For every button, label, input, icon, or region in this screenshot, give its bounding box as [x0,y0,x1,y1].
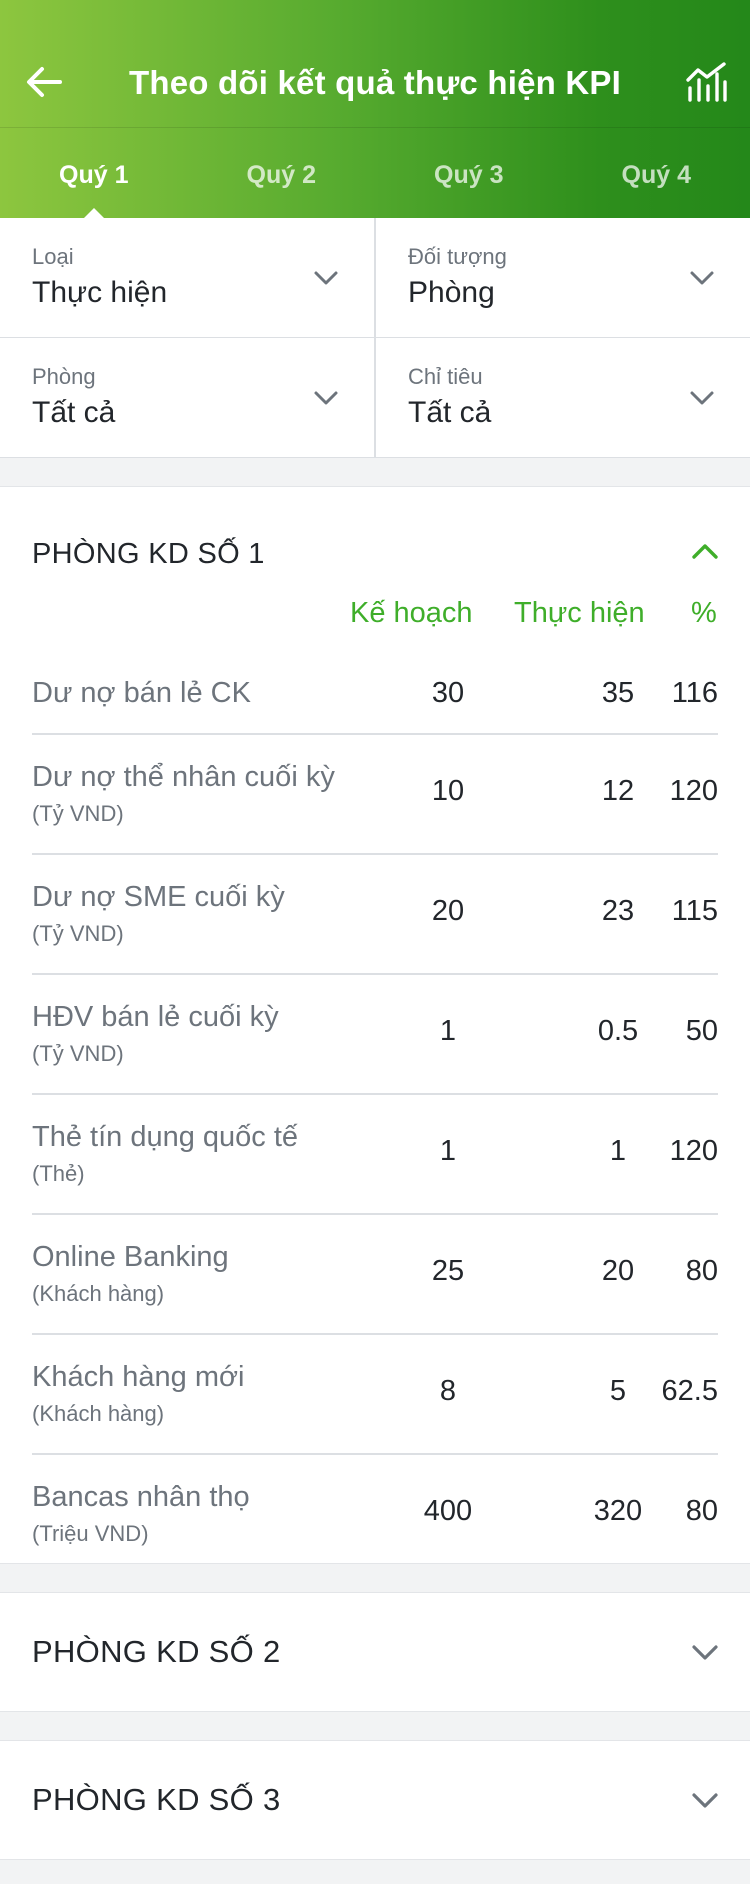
kpi-name: Online Banking [32,1241,229,1273]
kpi-percent: 120 [669,775,718,807]
kpi-percent: 116 [671,677,718,709]
target-dropdown[interactable]: Đối tượng Phòng [374,218,750,337]
kpi-plan: 10 [431,775,465,807]
kpi-actual: 23 [601,895,635,927]
kpi-row: Khách hàng mới (Khách hàng) 8 5 62.5 [32,1335,718,1455]
kpi-plan: 1 [439,1135,457,1167]
kpi-actual: 12 [601,775,635,807]
chevron-down-icon[interactable] [690,1785,720,1815]
section-department-3: PHÒNG KD SỐ 3 [0,1740,750,1860]
department-dropdown[interactable]: Phòng Tất cả [0,338,374,457]
section-department-2: PHÒNG KD SỐ 2 [0,1592,750,1712]
department-value: Tất cả [32,396,116,429]
kpi-row: Thẻ tín dụng quốc tế (Thẻ) 1 1 120 [32,1095,718,1215]
kpi-actual: 1 [609,1135,627,1167]
kpi-unit: (Tỷ VND) [32,1041,124,1066]
kpi-plan: 25 [431,1255,465,1287]
kpi-name: Thẻ tín dụng quốc tế [32,1121,299,1153]
kpi-unit: (Tỷ VND) [32,921,124,946]
kpi-actual: 5 [609,1375,627,1407]
type-dropdown[interactable]: Loại Thực hiện [0,218,374,337]
kpi-name: Khách hàng mới [32,1361,245,1393]
column-plan: Kế hoạch [350,597,473,629]
kpi-percent: 120 [669,1135,718,1167]
kpi-plan: 8 [439,1375,457,1407]
target-label: Đối tượng [408,244,507,269]
kpi-unit: (Thẻ) [32,1161,85,1186]
kpi-list: Dư nợ bán lẻ CK 30 35 116 Dư nợ thể nhân… [0,643,750,1563]
kpi-row: Online Banking (Khách hàng) 25 20 80 [32,1215,718,1335]
chevron-down-icon [312,264,340,292]
kpi-percent: 80 [685,1255,718,1287]
kpi-percent: 62.5 [661,1375,718,1407]
kpi-unit: (Khách hàng) [32,1401,165,1426]
kpi-unit: (Khách hàng) [32,1281,165,1306]
tab-quarter-2[interactable]: Quý 2 [246,161,316,189]
quarter-tabs: Quý 1 Quý 2 Quý 3 Quý 4 [0,128,750,218]
kpi-percent: 115 [671,895,718,927]
department-label: Phòng [32,364,96,389]
chevron-up-icon[interactable] [690,537,720,567]
section-header[interactable]: PHÒNG KD SỐ 1 [0,487,750,609]
indicator-label: Chỉ tiêu [408,364,483,389]
top-bar: Theo dõi kết quả thực hiện KPI [0,0,750,128]
tab-quarter-1[interactable]: Quý 1 [0,128,188,218]
kpi-name: Dư nợ bán lẻ CK [32,677,251,709]
column-percent: % [691,597,717,629]
kpi-actual: 0.5 [597,1015,639,1047]
chevron-down-icon [688,384,716,412]
kpi-percent: 80 [685,1495,718,1527]
tab-quarter-4[interactable]: Quý 4 [621,161,691,189]
kpi-name: Dư nợ thể nhân cuối kỳ [32,761,335,793]
kpi-unit: (Tỷ VND) [32,801,124,826]
kpi-percent: 50 [685,1015,718,1047]
kpi-plan: 1 [439,1015,457,1047]
arrow-left-icon[interactable] [24,62,64,102]
indicator-value: Tất cả [408,396,492,429]
section-header[interactable]: PHÒNG KD SỐ 2 [0,1593,750,1711]
section-department-1: PHÒNG KD SỐ 1 Kế hoạch Thực hiện % Dư nợ… [0,486,750,1564]
chevron-down-icon [312,384,340,412]
type-label: Loại [32,244,74,269]
kpi-plan: 20 [431,895,465,927]
filter-panel: Loại Thực hiện Đối tượng Phòng Phòng Tất… [0,218,750,458]
kpi-name: Bancas nhân thọ [32,1481,250,1513]
chevron-down-icon[interactable] [690,1637,720,1667]
section-title: PHÒNG KD SỐ 1 [32,538,265,570]
type-value: Thực hiện [32,276,168,309]
target-value: Phòng [408,276,495,309]
section-header[interactable]: PHÒNG KD SỐ 3 [0,1741,750,1859]
tab-quarter-3[interactable]: Quý 3 [434,161,504,189]
kpi-actual: 20 [601,1255,635,1287]
column-headers: Kế hoạch Thực hiện % [0,597,750,643]
kpi-actual: 35 [601,677,635,709]
kpi-row: Dư nợ bán lẻ CK 30 35 116 [32,643,718,735]
section-title: PHÒNG KD SỐ 3 [32,1782,281,1817]
kpi-unit: (Triệu VND) [32,1521,149,1546]
kpi-plan: 30 [431,677,465,709]
section-title: PHÒNG KD SỐ 2 [32,1634,281,1669]
indicator-dropdown[interactable]: Chỉ tiêu Tất cả [374,338,750,457]
kpi-plan: 400 [423,1495,473,1527]
kpi-name: HĐV bán lẻ cuối kỳ [32,1001,279,1033]
kpi-row: Dư nợ SME cuối kỳ (Tỷ VND) 20 23 115 [32,855,718,975]
kpi-row: Dư nợ thể nhân cuối kỳ (Tỷ VND) 10 12 12… [32,735,718,855]
kpi-row: HĐV bán lẻ cuối kỳ (Tỷ VND) 1 0.5 50 [32,975,718,1095]
bar-chart-icon[interactable] [684,60,728,104]
page-title: Theo dõi kết quả thực hiện KPI [129,64,621,101]
chevron-down-icon [688,264,716,292]
kpi-row: Bancas nhân thọ (Triệu VND) 400 320 80 [32,1455,718,1563]
kpi-name: Dư nợ SME cuối kỳ [32,881,285,913]
app-header: Theo dõi kết quả thực hiện KPI Quý 1 Quý… [0,0,750,218]
column-actual: Thực hiện [514,597,645,629]
kpi-actual: 320 [593,1495,643,1527]
